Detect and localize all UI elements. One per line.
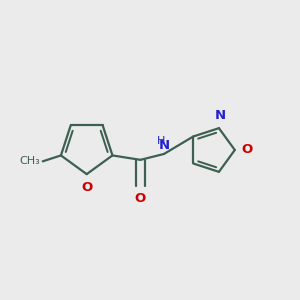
Text: O: O [242,142,253,156]
Text: N: N [214,109,225,122]
Text: H: H [157,136,165,146]
Text: O: O [135,192,146,205]
Text: N: N [158,140,169,152]
Text: O: O [81,181,92,194]
Text: CH₃: CH₃ [20,156,40,166]
